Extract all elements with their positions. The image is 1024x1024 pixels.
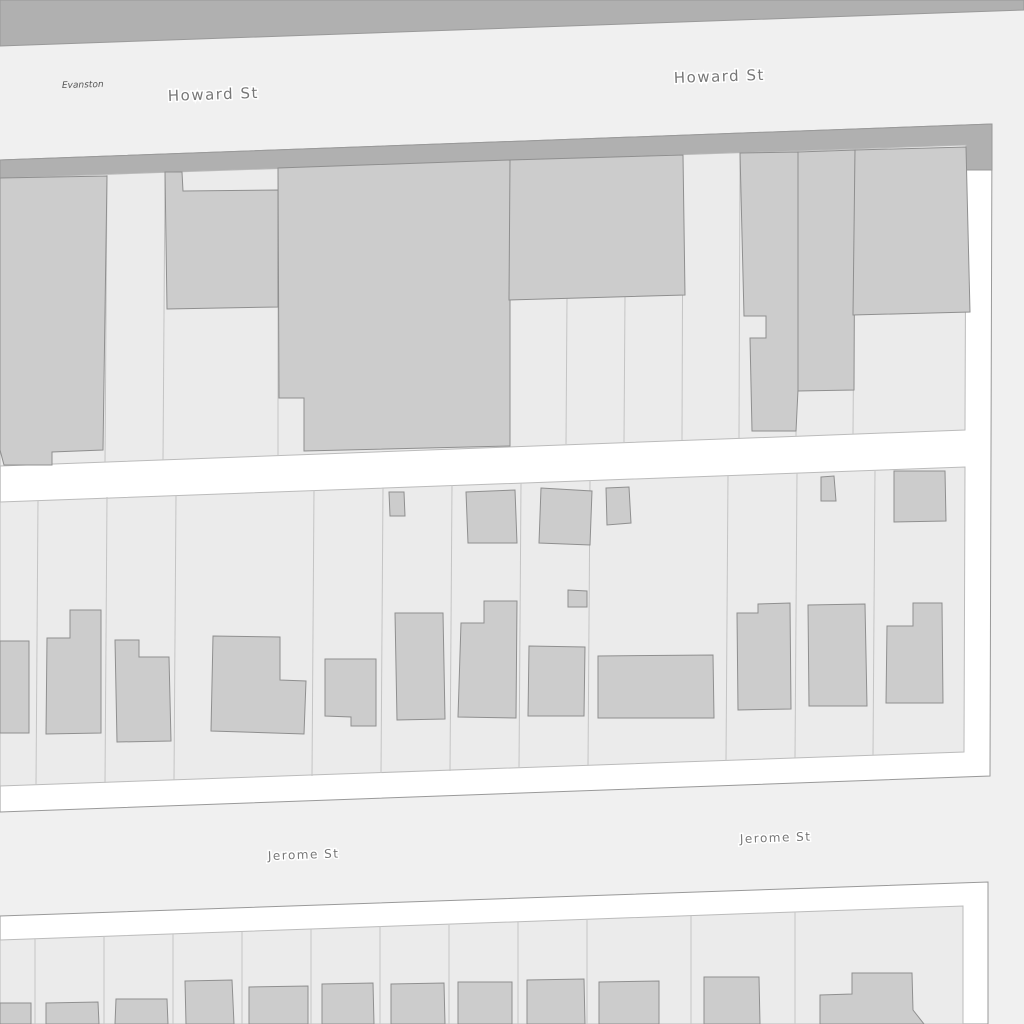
buildings: [0, 146, 971, 466]
street-label: Howard St: [674, 66, 766, 87]
street-label: Howard St: [168, 84, 260, 105]
street-label: Jerome St: [739, 830, 812, 847]
buildings: [0, 972, 925, 1024]
street-label: Jerome St: [267, 847, 340, 864]
lot-lines: [35, 469, 876, 786]
buildings: [0, 470, 947, 743]
place-label: Evanston: [62, 80, 104, 91]
north-area: [0, 0, 1024, 47]
lot-lines: [34, 912, 796, 1024]
